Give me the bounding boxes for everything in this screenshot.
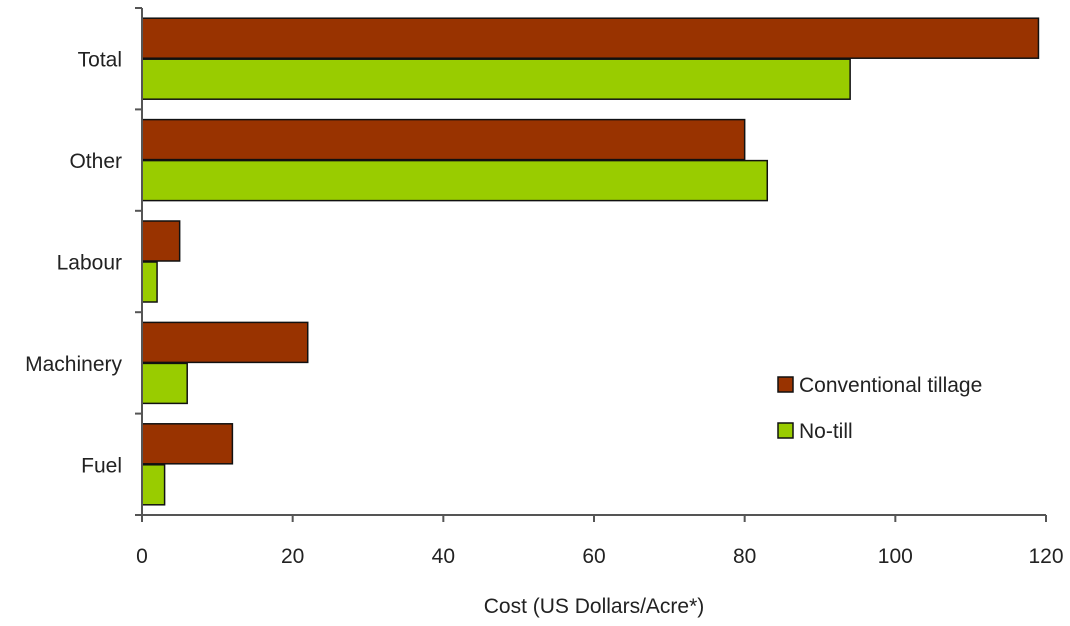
- bar-machinery-conventional-tillage: [141, 321, 309, 364]
- bar-other-no-till: [141, 159, 769, 202]
- bar-total-conventional-tillage: [141, 17, 1040, 59]
- x-axis-title: Cost (US Dollars/Acre*): [484, 595, 705, 618]
- y-axis-ticks: Total Other Labour Machinery Fuel: [25, 7, 142, 516]
- bar-total-no-till: [141, 58, 851, 100]
- bar-other-conventional-tillage: [141, 118, 746, 161]
- x-tick-label-0: 0: [136, 545, 148, 568]
- y-tick-label-other: Other: [69, 150, 122, 173]
- x-tick-label-60: 60: [582, 545, 605, 568]
- bar-labour-no-till: [141, 261, 158, 303]
- x-tick-label-80: 80: [733, 545, 756, 568]
- x-tick-label-120: 120: [1028, 545, 1063, 568]
- x-tick-label-100: 100: [878, 545, 913, 568]
- legend-label-no-till: No-till: [799, 420, 853, 443]
- legend: Conventional tillage No-till: [777, 374, 982, 443]
- bar-labour-conventional-tillage: [141, 220, 181, 262]
- bars-group: [141, 17, 1040, 506]
- y-tick-label-total: Total: [78, 49, 122, 72]
- x-tick-label-40: 40: [432, 545, 455, 568]
- bar-fuel-conventional-tillage: [141, 423, 234, 465]
- bar-fuel-no-till: [141, 464, 166, 506]
- x-axis-ticks: 0 20 40 60 80 100 120: [136, 515, 1064, 568]
- y-tick-label-labour: Labour: [57, 252, 122, 275]
- x-tick-label-20: 20: [281, 545, 304, 568]
- legend-swatch-conventional-tillage: [777, 376, 794, 393]
- legend-label-conventional-tillage: Conventional tillage: [799, 374, 982, 397]
- y-tick-label-fuel: Fuel: [81, 454, 122, 477]
- bar-machinery-no-till: [141, 362, 188, 405]
- y-tick-label-machinery: Machinery: [25, 353, 122, 376]
- legend-swatch-no-till: [777, 422, 794, 439]
